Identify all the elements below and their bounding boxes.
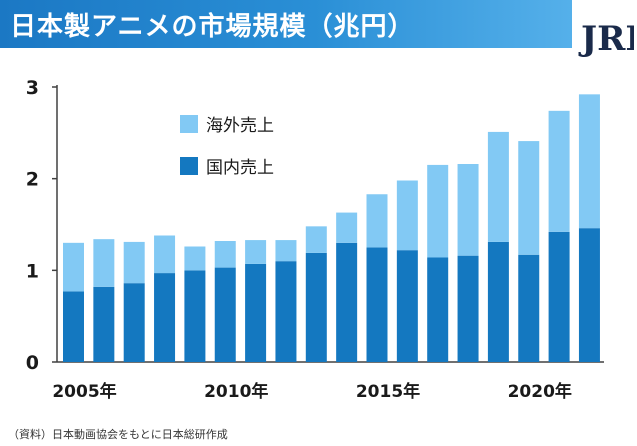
bar-overseas-2019 bbox=[487, 131, 509, 242]
legend-label: 国内売上 bbox=[206, 158, 274, 178]
bar-domestic-2010 bbox=[214, 267, 236, 362]
bar-overseas-2009 bbox=[184, 246, 206, 271]
bar-overseas-2015 bbox=[366, 194, 388, 248]
bar-domestic-2017 bbox=[427, 257, 449, 362]
bar-domestic-2020 bbox=[518, 254, 540, 362]
bar-domestic-2016 bbox=[396, 250, 418, 362]
legend-label: 海外売上 bbox=[206, 116, 274, 136]
y-tick-label: 3 bbox=[26, 77, 39, 99]
bar-overseas-2006 bbox=[93, 239, 115, 287]
bar-overseas-2012 bbox=[275, 240, 297, 262]
bar-domestic-2007 bbox=[123, 283, 145, 362]
page-title: 日本製アニメの市場規模（兆円） bbox=[10, 12, 415, 42]
bar-overseas-2011 bbox=[245, 240, 267, 264]
bar-domestic-2022 bbox=[578, 228, 600, 362]
bar-domestic-2018 bbox=[457, 255, 479, 362]
bar-overseas-2017 bbox=[427, 164, 449, 258]
bar-domestic-2014 bbox=[336, 242, 358, 362]
source-note: （資料）日本動画協会をもとに日本総研作成 bbox=[8, 428, 228, 441]
bar-overseas-2016 bbox=[396, 180, 418, 251]
bar-overseas-2022 bbox=[578, 94, 600, 229]
bar-overseas-2010 bbox=[214, 241, 236, 268]
bar-domestic-2005 bbox=[63, 291, 84, 362]
legend-swatch bbox=[180, 157, 198, 175]
x-tick-label: 2010年 bbox=[204, 381, 268, 402]
bar-overseas-2005 bbox=[63, 242, 84, 292]
y-tick-label: 0 bbox=[26, 352, 39, 374]
bar-overseas-2008 bbox=[154, 235, 176, 274]
y-tick-label: 2 bbox=[26, 169, 39, 191]
bar-overseas-2020 bbox=[518, 141, 540, 255]
title-bar: 日本製アニメの市場規模（兆円） bbox=[0, 0, 572, 48]
bar-overseas-2007 bbox=[123, 241, 145, 284]
legend-swatch bbox=[180, 115, 198, 133]
bar-overseas-2014 bbox=[336, 212, 358, 243]
bar-domestic-2009 bbox=[184, 270, 206, 362]
y-tick-label: 1 bbox=[26, 260, 39, 282]
bar-overseas-2013 bbox=[305, 226, 327, 253]
bar-domestic-2021 bbox=[548, 231, 570, 362]
logo-text: JRI bbox=[578, 19, 634, 59]
bar-domestic-2012 bbox=[275, 261, 297, 362]
x-tick-label: 2005年 bbox=[52, 381, 116, 402]
bar-domestic-2011 bbox=[245, 263, 267, 362]
jri-logo: JRI bbox=[578, 19, 634, 59]
bar-domestic-2013 bbox=[305, 252, 327, 362]
x-tick-label: 2015年 bbox=[356, 381, 420, 402]
bar-domestic-2008 bbox=[154, 273, 176, 362]
bar-overseas-2018 bbox=[457, 164, 479, 256]
x-tick-label: 2020年 bbox=[508, 381, 572, 402]
bar-domestic-2015 bbox=[366, 247, 388, 362]
bar-domestic-2019 bbox=[487, 241, 509, 362]
bar-domestic-2006 bbox=[93, 286, 115, 362]
bar-overseas-2021 bbox=[548, 110, 570, 232]
